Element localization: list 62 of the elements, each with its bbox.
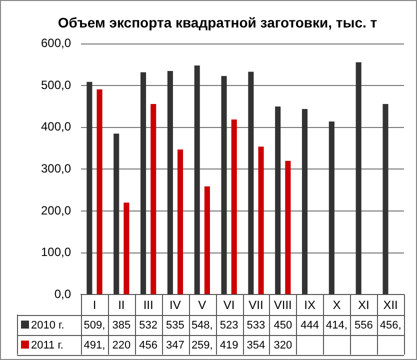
data-label: 556: [354, 320, 373, 332]
x-tick-label: IX: [304, 298, 316, 312]
bar: [194, 66, 200, 294]
x-tick-label: XII: [383, 298, 398, 312]
bar: [96, 89, 102, 294]
x-tick-label: X: [332, 298, 341, 312]
y-tick-label: 300,0: [41, 162, 72, 176]
data-label: 444: [300, 320, 319, 332]
data-label: 385: [112, 320, 131, 332]
bar: [114, 134, 120, 294]
bar: [178, 150, 184, 294]
bar: [328, 122, 334, 294]
bar: [231, 119, 237, 294]
y-tick-label: 200,0: [41, 203, 72, 218]
x-tick-label: III: [143, 298, 154, 312]
bar: [258, 146, 264, 294]
x-tick-label: VI: [223, 298, 235, 312]
data-label: 347: [166, 340, 184, 352]
data-label: 414,: [326, 320, 348, 332]
legend-label: 2011 г.: [31, 340, 64, 352]
bar: [248, 72, 254, 294]
legend-label: 2010 г.: [31, 320, 64, 332]
y-tick-label: 600,0: [41, 36, 72, 50]
data-label: 548,: [191, 320, 213, 332]
data-label: 419: [220, 340, 238, 352]
bar: [140, 72, 146, 294]
y-tick-label: 100,0: [41, 245, 72, 260]
x-tick-label: VIII: [274, 298, 292, 312]
bar: [167, 70, 173, 294]
x-tick-label: XI: [358, 298, 370, 312]
data-label: 491,: [84, 340, 106, 352]
bar: [221, 76, 227, 294]
data-label: 259,: [191, 340, 213, 352]
data-label: 509,: [84, 320, 106, 332]
x-tick-label: I: [92, 298, 96, 312]
bar: [285, 160, 291, 294]
y-tick-label: 0,0: [54, 286, 72, 301]
data-label: 532: [139, 320, 158, 332]
data-label: 220: [112, 340, 131, 352]
bar: [204, 186, 210, 294]
data-label: 533: [246, 320, 266, 332]
x-tick-label: VII: [248, 298, 264, 312]
bar: [275, 106, 281, 294]
bar: [382, 104, 388, 294]
bar: [124, 202, 130, 294]
y-tick-label: 500,0: [41, 78, 72, 92]
data-label: 354: [246, 340, 266, 352]
data-label: 320: [274, 340, 292, 352]
bar: [86, 82, 92, 294]
data-label: 456: [139, 340, 158, 352]
data-label: 450: [274, 320, 292, 332]
data-label: 456,: [380, 320, 402, 332]
data-label: 535: [166, 320, 184, 332]
y-tick-label: 400,0: [41, 120, 72, 134]
data-label: 523: [220, 320, 238, 332]
x-tick-label: V: [198, 298, 206, 312]
bar: [150, 104, 156, 294]
bar: [356, 62, 362, 294]
x-tick-label: IV: [170, 298, 181, 312]
x-tick-label: II: [118, 298, 125, 312]
chart-title: Объем экспорта квадратной заготовки, тыс. т: [58, 14, 378, 30]
bar: [302, 109, 308, 294]
